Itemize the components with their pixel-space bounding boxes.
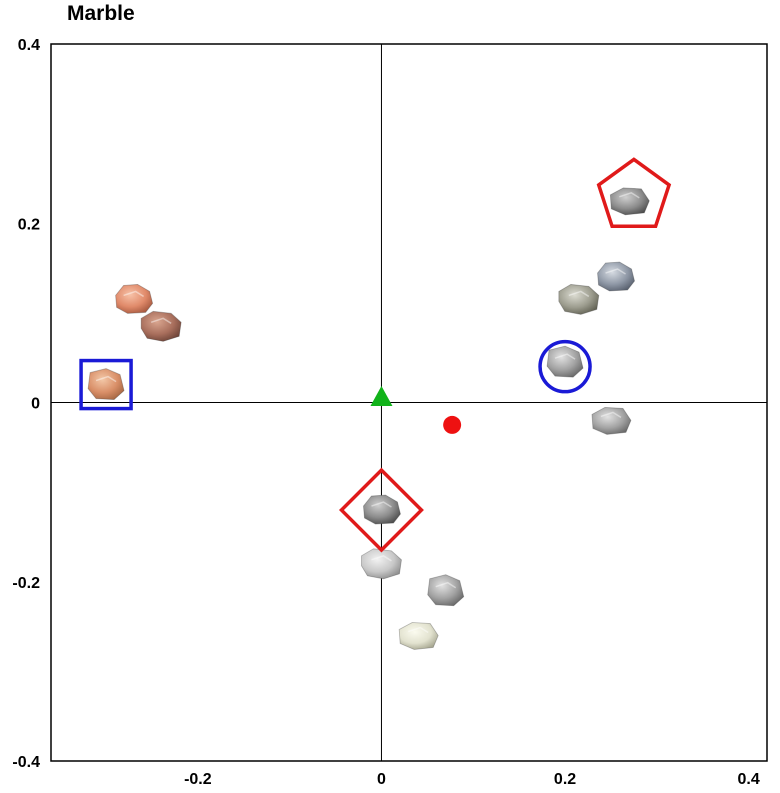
stone-point <box>427 574 465 607</box>
pentagon-marker <box>596 157 672 229</box>
diamond-marker <box>338 467 424 553</box>
triangle-marker <box>370 386 393 407</box>
stone-point <box>140 310 182 342</box>
stone-point <box>115 284 154 314</box>
stone-point <box>363 494 401 525</box>
x-tick-label: 0.4 <box>738 771 760 788</box>
stone-point <box>361 548 402 580</box>
stone-point <box>546 345 584 378</box>
y-tick-label: -0.4 <box>12 754 40 771</box>
y-tick-label: 0.2 <box>18 216 40 233</box>
y-tick-label: -0.2 <box>12 575 40 592</box>
stone-point <box>597 261 635 292</box>
circle-marker <box>538 339 592 394</box>
x-tick-label: 0 <box>377 771 386 788</box>
stone-images <box>87 187 650 650</box>
zero-lines <box>51 44 767 761</box>
x-tick-label: -0.2 <box>184 771 212 788</box>
dot-marker <box>443 415 462 434</box>
chart-title: Marble <box>67 2 135 25</box>
x-tick-label: 0.2 <box>554 771 576 788</box>
y-tick-label: 0.4 <box>18 37 40 54</box>
marker-shapes <box>79 157 672 553</box>
stone-point <box>609 187 650 216</box>
stone-point <box>558 284 600 315</box>
y-tick-label: 0 <box>31 396 40 413</box>
stone-point <box>398 622 439 650</box>
stone-point <box>591 407 632 435</box>
y-axis-ticks: 0.4 0.2 0 -0.2 -0.4 <box>12 37 40 771</box>
stone-point <box>87 368 125 400</box>
x-axis-ticks: -0.2 0 0.2 0.4 <box>184 771 760 788</box>
square-marker <box>79 358 133 411</box>
